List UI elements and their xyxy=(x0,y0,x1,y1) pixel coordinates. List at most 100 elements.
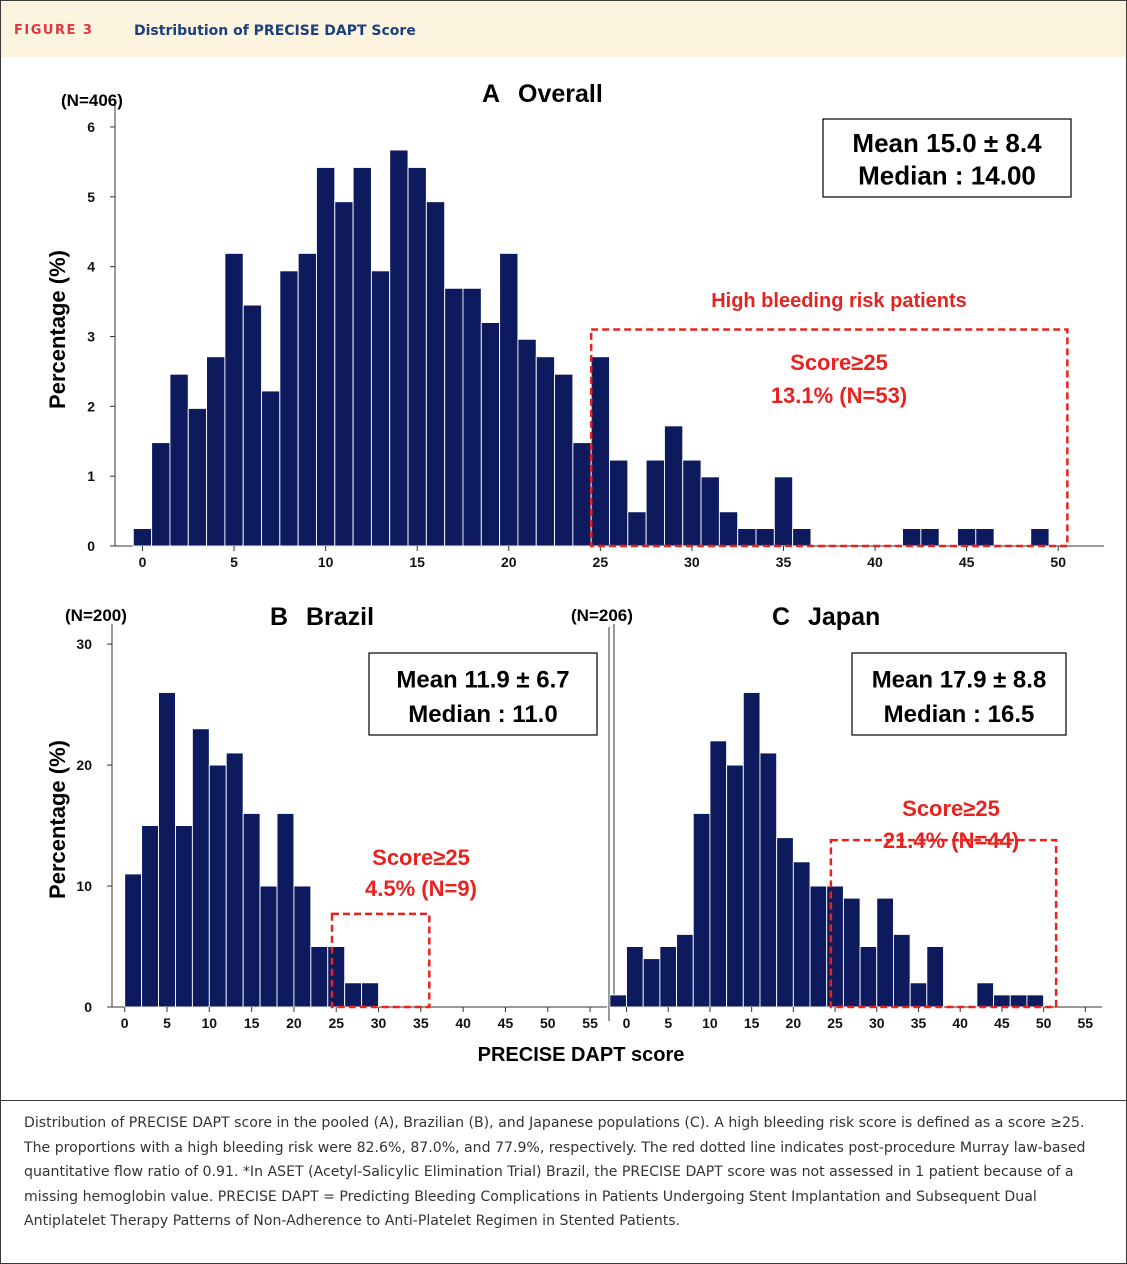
histogram-bar xyxy=(826,885,844,1008)
stats-box xyxy=(851,652,1067,736)
histogram-bar xyxy=(158,692,176,1008)
histogram-bar xyxy=(370,270,391,547)
x-tick-label: 20 xyxy=(501,554,517,570)
x-tick-label: 40 xyxy=(455,1015,471,1031)
histogram-bar xyxy=(659,946,678,1008)
histogram-bar xyxy=(425,201,446,547)
median-label: Median : 11.0 xyxy=(408,701,557,728)
histogram-bar xyxy=(224,252,244,547)
high-risk-score-label: Score≥25 xyxy=(790,350,888,375)
x-tick-label: 5 xyxy=(163,1015,171,1031)
histogram-bar xyxy=(742,692,761,1008)
y-tick-label: 0 xyxy=(84,999,92,1015)
histogram-bar xyxy=(676,933,694,1008)
histogram-bar xyxy=(682,459,702,547)
x-tick-label: 55 xyxy=(1078,1015,1094,1031)
x-tick-label: 45 xyxy=(994,1015,1010,1031)
x-tick-label: 45 xyxy=(498,1015,514,1031)
high-risk-percent-label: 13.1% (N=53) xyxy=(771,383,907,408)
median-label: Median : 14.00 xyxy=(858,161,1036,191)
histogram-bar xyxy=(975,528,995,547)
x-tick-label: 45 xyxy=(959,554,975,570)
histogram-bar xyxy=(389,149,409,547)
histogram-bar xyxy=(1009,994,1028,1008)
histogram-bar xyxy=(206,356,226,547)
panel-title: Japan xyxy=(808,603,880,631)
y-tick-label: 30 xyxy=(76,636,92,652)
histogram-bar xyxy=(327,946,346,1008)
high-risk-box xyxy=(829,838,1058,1009)
x-tick-label: 25 xyxy=(827,1015,843,1031)
histogram-bar xyxy=(572,442,592,547)
histogram-bar xyxy=(151,442,171,547)
panel-b-brazil: 0 5 10 15 20 25 30 35 40 45 50 55 0 10 20 30 Percentage … xyxy=(45,603,607,1031)
histogram-bar xyxy=(208,764,227,1008)
high-risk-title: High bleeding risk patients xyxy=(711,290,967,312)
y-tick-label: 5 xyxy=(87,189,95,205)
histogram-bar xyxy=(242,813,261,1008)
mean-label: Mean 15.0 ± 8.4 xyxy=(852,128,1042,158)
histogram-bar xyxy=(755,528,775,547)
histogram-bar xyxy=(609,459,629,547)
high-risk-box xyxy=(589,328,1069,548)
figure-header: FIGURE 3 Distribution of PRECISE DAPT Sc… xyxy=(1,1,1126,57)
y-tick-label: 4 xyxy=(87,259,95,275)
y-tick-label: 3 xyxy=(87,328,95,344)
high-risk-score-label: Score≥25 xyxy=(372,845,470,870)
x-tick-label: 25 xyxy=(593,554,609,570)
histogram-bar xyxy=(316,167,336,547)
y-tick-label: 0 xyxy=(87,538,95,554)
histogram-bar xyxy=(759,752,778,1008)
mean-label: Mean 17.9 ± 8.8 xyxy=(872,666,1047,693)
x-tick-label: 50 xyxy=(1050,554,1066,570)
x-tick-label: 15 xyxy=(409,554,425,570)
histogram-bar xyxy=(462,287,482,547)
histogram-bar xyxy=(709,740,728,1008)
histogram-bar xyxy=(293,885,312,1008)
panel-letter: C xyxy=(772,603,790,631)
histogram-bar xyxy=(1030,528,1050,547)
stats-box xyxy=(822,118,1072,198)
y-tick-label: 1 xyxy=(87,468,95,484)
x-tick-label: 30 xyxy=(684,554,700,570)
histogram-bar xyxy=(480,322,501,547)
x-tick-label: 5 xyxy=(230,554,238,570)
x-tick-label: 10 xyxy=(202,1015,218,1031)
sample-size-label: (N=206) xyxy=(571,606,633,625)
histogram-bar xyxy=(920,528,940,547)
histogram-bar xyxy=(627,511,647,547)
histogram-bar xyxy=(609,994,627,1008)
y-axis-label: Percentage (%) xyxy=(45,250,70,409)
histogram-bar xyxy=(175,825,193,1008)
x-tick-label: 15 xyxy=(744,1015,760,1031)
histogram-bar xyxy=(957,528,977,547)
histogram-bar xyxy=(132,528,153,547)
histogram-bar xyxy=(344,982,363,1008)
x-tick-label: 50 xyxy=(1036,1015,1052,1031)
histogram-bar xyxy=(893,933,911,1008)
histogram-bar xyxy=(1026,994,1045,1008)
shared-x-axis-label: PRECISE DAPT score xyxy=(478,1044,685,1066)
histogram-bar xyxy=(626,946,644,1008)
histogram-bar xyxy=(926,946,944,1008)
sample-size-label: (N=200) xyxy=(65,606,127,625)
histogram-bar xyxy=(809,885,828,1008)
histogram-bar xyxy=(352,167,372,547)
median-label: Median : 16.5 xyxy=(884,701,1035,728)
panel-letter: A xyxy=(482,80,500,108)
x-tick-label: 35 xyxy=(776,554,792,570)
x-tick-label: 10 xyxy=(318,554,334,570)
histogram-bar xyxy=(976,982,995,1008)
mean-label: Mean 11.9 ± 6.7 xyxy=(396,666,569,693)
y-tick-label: 10 xyxy=(76,878,92,894)
histogram-bar xyxy=(187,407,208,547)
histogram-bar xyxy=(876,897,894,1008)
histogram-bar xyxy=(279,270,299,547)
x-tick-label: 35 xyxy=(911,1015,927,1031)
panel-title: Overall xyxy=(518,80,603,108)
histogram-bar xyxy=(726,764,744,1008)
histogram-bar xyxy=(124,873,143,1008)
